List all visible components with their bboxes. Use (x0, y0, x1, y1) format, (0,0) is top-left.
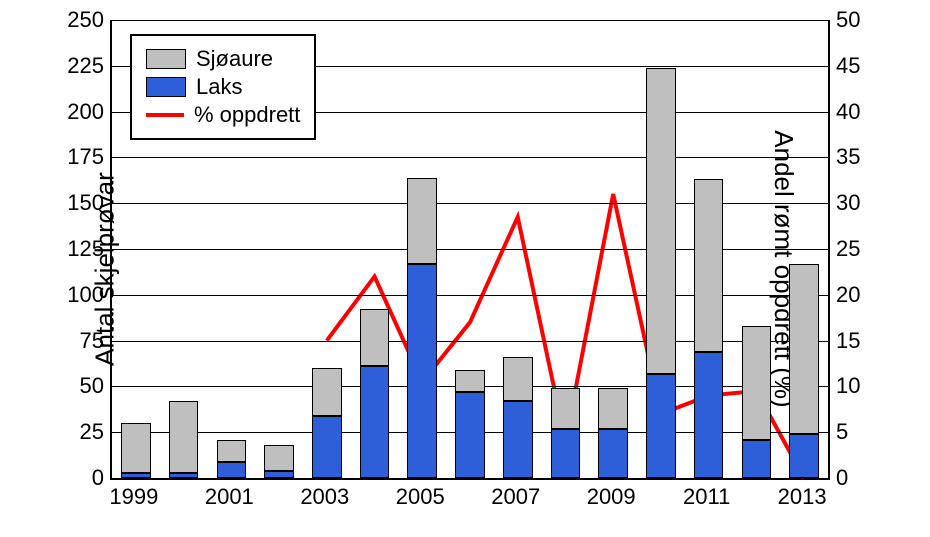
bar-laks (169, 473, 199, 478)
bar-sjoaure (742, 326, 772, 440)
bar-laks (789, 434, 819, 478)
ytick-right: 10 (836, 373, 860, 399)
bar-laks (264, 471, 294, 478)
bar-laks (312, 416, 342, 478)
legend-swatch-laks (146, 77, 186, 97)
xtick: 2013 (778, 484, 827, 510)
bar-laks (455, 392, 485, 478)
bar-group (646, 20, 676, 478)
legend-label: % oppdrett (194, 102, 300, 128)
xtick: 2011 (683, 484, 730, 510)
ytick-left: 175 (67, 144, 104, 170)
ytick-left: 100 (67, 282, 104, 308)
bar-group (694, 20, 724, 478)
ytick-right: 30 (836, 190, 860, 216)
bar-sjoaure (360, 309, 390, 366)
ytick-left: 225 (67, 53, 104, 79)
bar-sjoaure (551, 388, 581, 428)
xtick: 1999 (109, 484, 158, 510)
ytick-left: 50 (80, 373, 104, 399)
ytick-left: 125 (67, 236, 104, 262)
ytick-right: 5 (836, 419, 848, 445)
legend-label: Laks (196, 74, 242, 100)
legend-item-laks: Laks (146, 74, 300, 100)
bar-laks (407, 264, 437, 478)
bar-group (312, 20, 342, 478)
ytick-right: 50 (836, 7, 860, 33)
xtick: 2001 (205, 484, 254, 510)
bar-laks (646, 374, 676, 478)
bar-group (742, 20, 772, 478)
ytick-right: 20 (836, 282, 860, 308)
ytick-right: 0 (836, 465, 848, 491)
ytick-right: 45 (836, 53, 860, 79)
ytick-left: 0 (92, 465, 104, 491)
bar-group (360, 20, 390, 478)
bar-sjoaure (789, 264, 819, 434)
bar-laks (694, 352, 724, 478)
ytick-left: 25 (80, 419, 104, 445)
legend: Sjøaure Laks % oppdrett (130, 34, 316, 140)
ytick-right: 15 (836, 328, 860, 354)
legend-label: Sjøaure (196, 46, 273, 72)
bar-sjoaure (598, 388, 628, 428)
bar-sjoaure (455, 370, 485, 392)
bar-laks (551, 429, 581, 478)
bar-sjoaure (264, 445, 294, 471)
bar-sjoaure (503, 357, 533, 401)
bar-group (407, 20, 437, 478)
bar-sjoaure (694, 179, 724, 351)
ytick-right: 35 (836, 144, 860, 170)
bar-sjoaure (121, 423, 151, 472)
bar-group (598, 20, 628, 478)
bar-laks (503, 401, 533, 478)
legend-item-sjoaure: Sjøaure (146, 46, 300, 72)
xtick: 2009 (587, 484, 636, 510)
legend-item-oppdrett: % oppdrett (146, 102, 300, 128)
bar-sjoaure (312, 368, 342, 416)
bar-sjoaure (217, 440, 247, 462)
ytick-left: 75 (80, 328, 104, 354)
bar-group (551, 20, 581, 478)
xtick: 2007 (491, 484, 540, 510)
bar-group (789, 20, 819, 478)
ytick-left: 250 (67, 7, 104, 33)
legend-swatch-oppdrett (146, 113, 184, 117)
bar-laks (742, 440, 772, 478)
bar-laks (121, 473, 151, 478)
bar-sjoaure (407, 178, 437, 264)
xtick: 2003 (300, 484, 349, 510)
bar-group (503, 20, 533, 478)
ytick-right: 40 (836, 99, 860, 125)
bar-laks (598, 429, 628, 478)
bar-group (455, 20, 485, 478)
bar-laks (360, 366, 390, 478)
chart-container: Antal skjelprøvar Andel rømt oppdrett (%… (0, 0, 930, 537)
bar-laks (217, 462, 247, 478)
ytick-left: 150 (67, 190, 104, 216)
ytick-right: 25 (836, 236, 860, 262)
bar-sjoaure (169, 401, 199, 472)
ytick-left: 200 (67, 99, 104, 125)
bar-sjoaure (646, 68, 676, 374)
legend-swatch-sjoaure (146, 49, 186, 69)
xtick: 2005 (396, 484, 445, 510)
